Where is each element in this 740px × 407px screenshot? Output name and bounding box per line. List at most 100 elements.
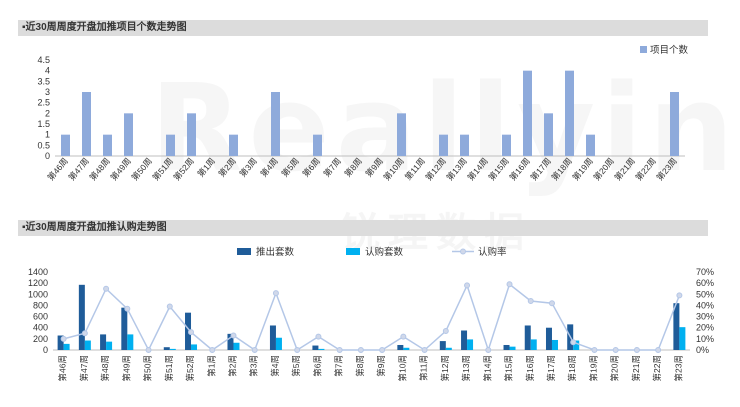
project-count-chart: 00.511.522.533.544.5第46周第47周第48周第49周第50周… xyxy=(37,44,689,183)
bar-project-count xyxy=(523,70,532,156)
point-subscription-rate xyxy=(633,347,640,353)
y-tick-label: 0.5 xyxy=(37,140,50,150)
x-tick-label: 第4周 xyxy=(270,355,280,377)
y-right-tick-label: 40% xyxy=(696,300,714,310)
point-subscription-rate xyxy=(676,292,683,299)
x-tick-label: 第23周 xyxy=(673,355,683,381)
legend-label-subscription-rate: 认购率 xyxy=(478,246,507,258)
point-subscription-rate xyxy=(336,347,343,353)
x-tick-label: 第46周 xyxy=(58,355,68,381)
point-subscription-rate xyxy=(570,339,577,346)
point-subscription-rate xyxy=(272,290,279,297)
bar-launched-units xyxy=(121,307,128,350)
x-tick-label: 第7周 xyxy=(334,355,344,377)
bar-project-count xyxy=(103,134,112,156)
x-tick-label: 第47周 xyxy=(79,355,89,381)
bar-subscribed-units xyxy=(573,340,580,350)
chart1-title: ▪近30周周度开盘加推项目个数走势图 xyxy=(18,20,708,36)
bar-subscribed-units xyxy=(403,347,410,350)
bar-subscribed-units xyxy=(445,347,452,350)
x-tick-label: 第48周 xyxy=(87,156,112,183)
point-subscription-rate xyxy=(357,347,364,353)
bar-launched-units xyxy=(461,330,468,350)
bar-launched-units xyxy=(100,334,107,350)
x-tick-label: 第8周 xyxy=(355,355,365,377)
bar-project-count xyxy=(61,134,70,156)
point-subscription-rate xyxy=(294,347,301,353)
x-tick-label: 第1周 xyxy=(195,156,217,179)
bar-project-count xyxy=(544,113,553,156)
bar-subscribed-units xyxy=(84,340,91,350)
x-tick-label: 第20周 xyxy=(610,355,620,381)
legend-swatch-launched-units xyxy=(237,248,251,255)
bar-project-count xyxy=(166,134,175,156)
x-tick-label: 第16周 xyxy=(507,156,532,183)
x-tick-label: 第13周 xyxy=(461,355,471,381)
bar-subscribed-units xyxy=(467,339,474,350)
bar-launched-units xyxy=(185,312,192,350)
legend-swatch-subscribed-units xyxy=(346,248,360,255)
x-tick-label: 第52周 xyxy=(185,355,195,381)
bar-launched-units xyxy=(545,327,552,350)
point-subscription-rate xyxy=(379,347,386,353)
y-left-tick-label: 1000 xyxy=(28,289,48,299)
x-tick-label: 第52周 xyxy=(171,156,196,183)
bar-subscribed-units xyxy=(679,327,686,350)
point-subscription-rate xyxy=(103,285,110,292)
point-subscription-rate xyxy=(315,333,322,340)
bar-project-count xyxy=(313,134,322,156)
x-tick-label: 第8周 xyxy=(342,156,364,179)
y-tick-label: 4 xyxy=(45,66,50,76)
x-tick-label: 第10周 xyxy=(381,156,406,183)
bar-subscribed-units xyxy=(191,344,198,350)
x-tick-label: 第12周 xyxy=(423,156,448,183)
point-subscription-rate xyxy=(230,332,237,339)
point-subscription-rate xyxy=(188,329,195,336)
x-tick-label: 第51周 xyxy=(164,355,174,381)
bar-project-count xyxy=(271,92,280,156)
x-tick-label: 第18周 xyxy=(549,156,574,183)
point-subscription-rate xyxy=(421,347,428,353)
x-tick-label: 第2周 xyxy=(216,156,238,179)
bar-project-count xyxy=(586,134,595,156)
bar-launched-units xyxy=(57,335,64,350)
bar-project-count xyxy=(502,134,511,156)
bar-subscribed-units xyxy=(509,346,516,350)
x-tick-label: 第15周 xyxy=(486,156,511,183)
bar-launched-units xyxy=(397,344,404,350)
y-right-tick-label: 50% xyxy=(696,289,714,299)
point-subscription-rate xyxy=(485,347,492,353)
x-tick-label: 第15周 xyxy=(504,355,514,381)
x-tick-label: 第7周 xyxy=(321,156,343,179)
y-tick-label: 1.5 xyxy=(37,119,50,129)
y-tick-label: 3 xyxy=(45,87,50,97)
x-tick-label: 第11周 xyxy=(419,355,429,381)
point-subscription-rate xyxy=(506,281,513,288)
bar-launched-units xyxy=(78,284,85,350)
x-tick-label: 第14周 xyxy=(482,355,492,381)
bar-subscribed-units xyxy=(551,339,558,350)
x-tick-label: 第3周 xyxy=(237,156,259,179)
y-left-tick-label: 1200 xyxy=(28,278,48,288)
legend-label-project-count: 项目个数 xyxy=(650,44,689,56)
y-left-tick-label: 800 xyxy=(33,300,48,310)
point-subscription-rate xyxy=(124,305,131,312)
bar-project-count xyxy=(397,113,406,156)
x-tick-label: 第11周 xyxy=(403,156,427,182)
bar-project-count xyxy=(565,70,574,156)
x-tick-label: 第22周 xyxy=(652,355,662,381)
bar-launched-units xyxy=(269,325,276,350)
x-tick-label: 第47周 xyxy=(66,156,91,183)
bar-launched-units xyxy=(673,303,680,350)
y-left-tick-label: 200 xyxy=(33,334,48,344)
point-subscription-rate xyxy=(527,297,534,304)
x-tick-label: 第1周 xyxy=(206,355,216,377)
bar-subscribed-units xyxy=(318,348,325,350)
x-tick-label: 第17周 xyxy=(528,156,553,183)
y-right-tick-label: 10% xyxy=(696,334,714,344)
y-tick-label: 0 xyxy=(45,151,50,161)
point-subscription-rate xyxy=(612,347,619,353)
chart2-title: ▪近30周周度开盘加推认购走势图 xyxy=(18,220,708,236)
point-subscription-rate xyxy=(591,347,598,353)
